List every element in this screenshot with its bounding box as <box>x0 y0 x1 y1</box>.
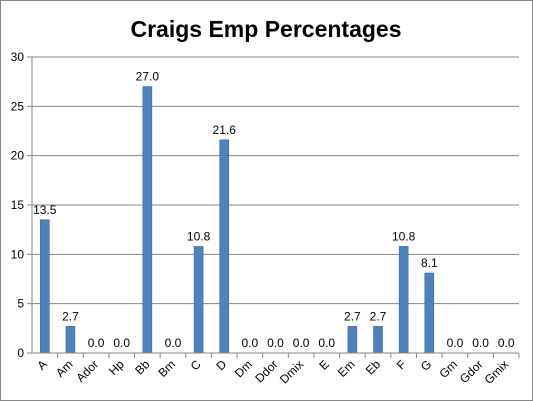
bar-g <box>424 272 435 354</box>
x-tick-label: Dm <box>232 357 255 380</box>
x-tick-label: F <box>394 357 409 372</box>
axes <box>27 56 520 358</box>
labels: 05101520253013.5A2.7Am0.0Ador0.0Hp27.0Bb… <box>11 50 515 387</box>
bar-bb <box>142 86 153 354</box>
x-tick-label: Bb <box>132 357 153 378</box>
x-tick-label: G <box>418 357 435 374</box>
y-tick-label: 25 <box>11 99 25 113</box>
x-tick-label: Am <box>53 357 76 380</box>
x-tick-label: Gmix <box>482 357 512 387</box>
x-tick-label: Gm <box>436 357 460 381</box>
data-label: 13.5 <box>33 203 57 217</box>
x-tick-label: A <box>34 357 50 373</box>
x-tick-label: Em <box>335 357 358 380</box>
data-label: 0.0 <box>88 336 105 350</box>
bar-c <box>193 246 204 354</box>
y-tick-label: 0 <box>17 346 24 360</box>
data-label: 0.0 <box>165 336 182 350</box>
x-tick-label: Gdor <box>457 357 486 386</box>
bar-a <box>40 219 50 354</box>
x-tick-label: Bm <box>155 357 178 380</box>
y-tick-label: 15 <box>11 198 25 212</box>
data-label: 10.8 <box>392 229 416 243</box>
bar-am <box>65 326 76 354</box>
x-tick-label: Ddor <box>252 357 280 385</box>
bar-eb <box>373 326 383 354</box>
data-label: 2.7 <box>344 309 361 323</box>
data-label: 0.0 <box>293 336 310 350</box>
data-label: 0.0 <box>498 336 515 350</box>
y-tick-label: 30 <box>11 50 25 64</box>
bar-f <box>398 246 409 354</box>
data-label: 10.8 <box>187 229 211 243</box>
bar-em <box>347 326 358 354</box>
gridlines <box>32 56 519 305</box>
data-label: 21.6 <box>213 123 237 137</box>
data-label: 0.0 <box>472 336 489 350</box>
x-tick-label: C <box>188 357 204 373</box>
data-label: 0.0 <box>267 336 284 350</box>
data-label: 8.1 <box>421 256 438 270</box>
x-tick-label: Dmix <box>277 357 306 386</box>
bar-d <box>219 139 230 354</box>
y-tick-label: 20 <box>11 149 25 163</box>
data-label: 2.7 <box>62 309 79 323</box>
y-tick-label: 5 <box>17 297 24 311</box>
data-label: 0.0 <box>318 336 335 350</box>
data-label: 0.0 <box>242 336 259 350</box>
x-tick-label: Eb <box>363 357 384 378</box>
x-tick-label: E <box>316 357 332 373</box>
x-tick-label: Hp <box>106 357 127 378</box>
y-tick-label: 10 <box>11 247 25 261</box>
x-tick-label: Ador <box>73 357 101 385</box>
data-label: 27.0 <box>136 70 160 84</box>
data-label: 0.0 <box>447 336 464 350</box>
data-label: 2.7 <box>370 309 387 323</box>
chart-title: Craigs Emp Percentages <box>130 16 401 42</box>
x-tick-label: D <box>213 357 229 373</box>
data-label: 0.0 <box>113 336 130 350</box>
